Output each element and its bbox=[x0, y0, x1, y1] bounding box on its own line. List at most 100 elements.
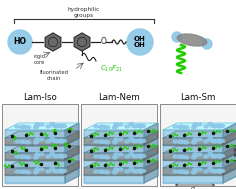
Ellipse shape bbox=[138, 154, 142, 157]
Ellipse shape bbox=[184, 126, 189, 129]
Ellipse shape bbox=[21, 170, 25, 173]
Ellipse shape bbox=[52, 169, 56, 172]
Polygon shape bbox=[163, 153, 236, 160]
Polygon shape bbox=[84, 123, 158, 130]
Ellipse shape bbox=[35, 168, 39, 171]
Ellipse shape bbox=[193, 139, 197, 143]
Polygon shape bbox=[163, 175, 223, 183]
Polygon shape bbox=[223, 168, 236, 183]
Polygon shape bbox=[223, 153, 236, 168]
Ellipse shape bbox=[26, 171, 31, 174]
Ellipse shape bbox=[39, 168, 44, 171]
Ellipse shape bbox=[217, 155, 221, 158]
Ellipse shape bbox=[26, 126, 31, 129]
Ellipse shape bbox=[100, 155, 104, 158]
Circle shape bbox=[127, 29, 153, 55]
Ellipse shape bbox=[24, 125, 28, 129]
Ellipse shape bbox=[192, 156, 196, 159]
Ellipse shape bbox=[21, 140, 25, 143]
Ellipse shape bbox=[24, 170, 28, 174]
Ellipse shape bbox=[39, 153, 44, 156]
Text: O: O bbox=[101, 37, 107, 46]
Ellipse shape bbox=[103, 125, 107, 129]
Ellipse shape bbox=[59, 125, 63, 128]
Ellipse shape bbox=[217, 124, 221, 127]
Ellipse shape bbox=[210, 139, 215, 142]
Polygon shape bbox=[74, 33, 90, 51]
Ellipse shape bbox=[20, 170, 24, 174]
Ellipse shape bbox=[100, 170, 104, 173]
Polygon shape bbox=[84, 146, 158, 153]
Ellipse shape bbox=[197, 168, 202, 171]
Ellipse shape bbox=[35, 153, 39, 156]
Polygon shape bbox=[84, 161, 158, 168]
Ellipse shape bbox=[39, 138, 44, 141]
Polygon shape bbox=[163, 130, 223, 138]
Ellipse shape bbox=[141, 124, 146, 127]
Ellipse shape bbox=[217, 155, 222, 158]
Ellipse shape bbox=[114, 155, 118, 158]
Ellipse shape bbox=[56, 154, 60, 157]
Ellipse shape bbox=[193, 155, 197, 158]
Ellipse shape bbox=[100, 140, 104, 143]
Polygon shape bbox=[84, 153, 144, 160]
Ellipse shape bbox=[131, 154, 135, 157]
Ellipse shape bbox=[214, 154, 218, 157]
Ellipse shape bbox=[52, 124, 56, 127]
Ellipse shape bbox=[220, 139, 224, 143]
Ellipse shape bbox=[100, 125, 104, 128]
Ellipse shape bbox=[34, 141, 38, 144]
Polygon shape bbox=[5, 145, 65, 153]
Ellipse shape bbox=[21, 155, 25, 158]
Ellipse shape bbox=[113, 126, 117, 129]
Ellipse shape bbox=[178, 140, 182, 143]
Polygon shape bbox=[163, 146, 236, 153]
Polygon shape bbox=[5, 131, 79, 138]
Ellipse shape bbox=[129, 152, 133, 155]
Ellipse shape bbox=[208, 167, 212, 170]
Ellipse shape bbox=[212, 125, 217, 128]
Polygon shape bbox=[163, 168, 223, 175]
Text: $C_{10}F_{21}$: $C_{10}F_{21}$ bbox=[100, 64, 123, 74]
Ellipse shape bbox=[184, 171, 189, 174]
Polygon shape bbox=[84, 175, 144, 183]
Ellipse shape bbox=[210, 169, 215, 172]
Ellipse shape bbox=[118, 138, 123, 141]
Ellipse shape bbox=[105, 126, 110, 129]
Ellipse shape bbox=[179, 140, 183, 143]
Ellipse shape bbox=[59, 170, 63, 173]
Ellipse shape bbox=[220, 154, 224, 157]
Ellipse shape bbox=[26, 156, 31, 159]
Ellipse shape bbox=[56, 125, 60, 128]
Ellipse shape bbox=[34, 171, 38, 174]
Ellipse shape bbox=[129, 137, 133, 140]
Ellipse shape bbox=[34, 156, 38, 159]
Ellipse shape bbox=[125, 140, 129, 143]
Ellipse shape bbox=[204, 155, 208, 158]
Polygon shape bbox=[144, 146, 158, 160]
Polygon shape bbox=[5, 168, 65, 175]
Ellipse shape bbox=[114, 170, 118, 173]
Ellipse shape bbox=[133, 155, 138, 158]
Ellipse shape bbox=[99, 155, 103, 158]
Ellipse shape bbox=[214, 170, 218, 173]
Ellipse shape bbox=[212, 140, 217, 143]
Ellipse shape bbox=[220, 169, 224, 172]
Ellipse shape bbox=[193, 123, 198, 126]
Ellipse shape bbox=[184, 141, 189, 144]
Ellipse shape bbox=[139, 140, 143, 143]
Polygon shape bbox=[163, 138, 236, 145]
Polygon shape bbox=[163, 138, 223, 145]
Polygon shape bbox=[163, 123, 236, 130]
Ellipse shape bbox=[114, 125, 118, 128]
Ellipse shape bbox=[59, 155, 63, 158]
Polygon shape bbox=[163, 168, 236, 175]
Ellipse shape bbox=[59, 140, 64, 143]
Ellipse shape bbox=[138, 139, 142, 143]
Ellipse shape bbox=[177, 34, 207, 46]
Ellipse shape bbox=[125, 170, 129, 173]
Ellipse shape bbox=[212, 155, 217, 158]
Ellipse shape bbox=[62, 139, 67, 143]
Polygon shape bbox=[84, 130, 144, 138]
Ellipse shape bbox=[173, 170, 177, 173]
